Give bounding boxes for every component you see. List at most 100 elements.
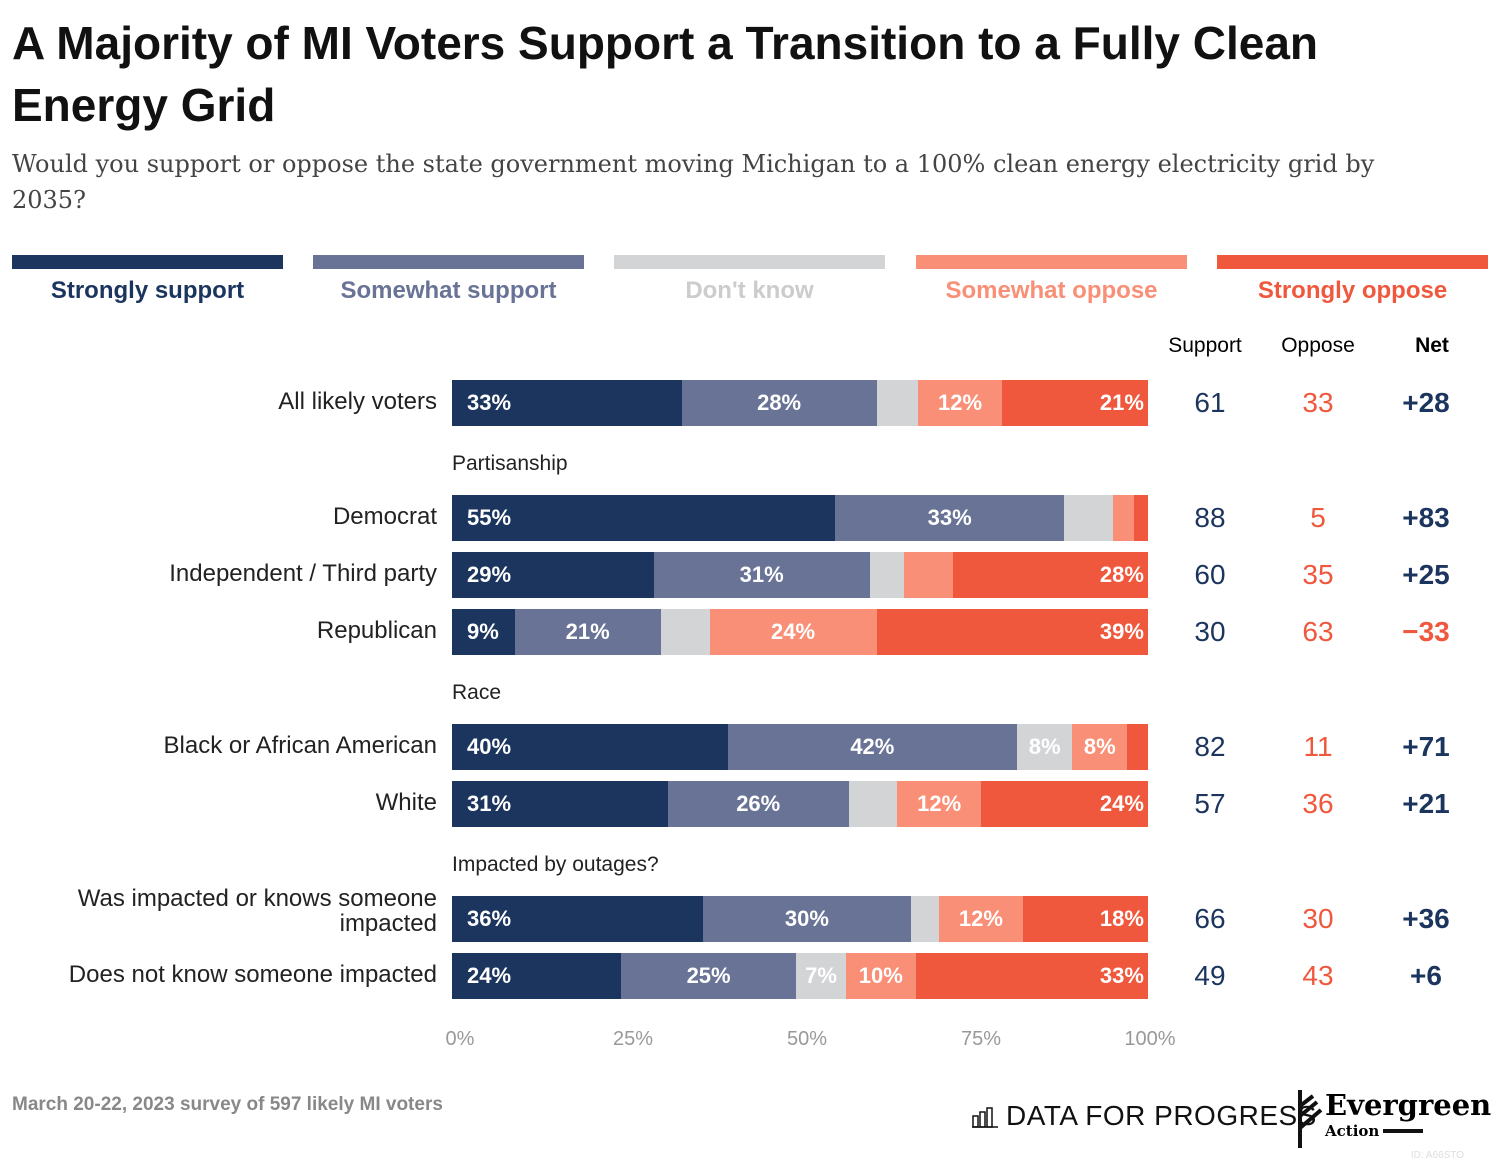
logo-text-evergreen: Evergreen — [1325, 1088, 1492, 1122]
legend-item: Don't know — [614, 255, 885, 305]
legend-swatch — [1217, 255, 1488, 269]
segment-label: 12% — [917, 791, 962, 816]
segment-label: 25% — [686, 963, 731, 988]
bar-segment-strongly-oppose — [1127, 724, 1148, 770]
segment-label: 24% — [1099, 791, 1144, 816]
stacked-bar: 40% 42% 8% 8% — [452, 724, 1148, 770]
legend-item: Strongly oppose — [1217, 255, 1488, 305]
bar-segment-strongly-oppose: 24% — [980, 781, 1148, 827]
oppose-value: 43 — [1302, 960, 1334, 991]
legend-label: Don't know — [685, 277, 814, 304]
net-value: −33 — [1402, 616, 1450, 647]
legend-swatch — [614, 255, 885, 269]
bar-segment-strongly-oppose: 33% — [915, 953, 1148, 999]
bar-segment-somewhat-oppose: 12% — [918, 380, 1002, 426]
bar-segment-strongly-support: 55% — [452, 495, 835, 541]
chart-subtitle: Would you support or oppose the state go… — [12, 150, 1375, 214]
net-value: +36 — [1402, 903, 1450, 934]
legend-label: Strongly support — [50, 277, 245, 304]
row-label: All likely voters — [278, 388, 437, 415]
segment-label: 29% — [467, 562, 512, 587]
survey-note: March 20-22, 2023 survey of 597 likely M… — [12, 1094, 443, 1115]
bar-segment-somewhat-support: 42% — [727, 724, 1018, 770]
row-label: White — [375, 789, 437, 816]
net-value: +83 — [1402, 502, 1450, 533]
bar-segment-somewhat-support: 21% — [514, 609, 661, 655]
segment-label: 36% — [467, 906, 512, 931]
stacked-bar: 33% 28% 12% 21% — [452, 380, 1148, 426]
row-label: Was impacted or knows someone impacted — [77, 885, 437, 937]
support-value: 66 — [1194, 903, 1226, 934]
bar-segment-strongly-support: 24% — [452, 953, 621, 999]
stacked-bar: 36% 30% 12% 18% — [452, 896, 1148, 942]
legend-swatch — [313, 255, 584, 269]
group-label: Partisanship — [452, 452, 568, 475]
row-label: Democrat — [332, 503, 437, 530]
net-value: +71 — [1402, 731, 1450, 762]
oppose-value: 63 — [1302, 616, 1334, 647]
bar-segment-somewhat-oppose — [904, 552, 954, 598]
segment-label: 12% — [938, 390, 983, 415]
segment-label: 39% — [1099, 619, 1144, 644]
bar-segment-strongly-oppose: 39% — [876, 609, 1148, 655]
group-label: Impacted by outages? — [452, 853, 659, 876]
support-value: 57 — [1194, 788, 1226, 819]
bar-segment-strongly-support: 33% — [452, 380, 682, 426]
row-label: Republican — [316, 617, 437, 644]
stacked-bar: 31% 26% 12% 24% — [452, 781, 1148, 827]
bar-segment-somewhat-oppose: 24% — [709, 609, 877, 655]
evergreen-action-logo: Evergreen Action — [1295, 1088, 1491, 1150]
bar-segment-somewhat-oppose: 10% — [845, 953, 916, 999]
support-value: 60 — [1194, 559, 1226, 590]
bar-segment-somewhat-oppose — [1113, 495, 1135, 541]
x-tick-label: 0% — [445, 1028, 475, 1050]
oppose-value: 30 — [1302, 903, 1334, 934]
bar-segment-strongly-oppose: 28% — [953, 552, 1148, 598]
data-for-progress-logo: DATA FOR PROGRESS — [972, 1100, 1317, 1132]
bar-segment-strongly-oppose: 21% — [1001, 380, 1148, 426]
bar-segment-strongly-oppose: 18% — [1022, 896, 1148, 942]
segment-label: 31% — [739, 562, 784, 587]
net-value: +25 — [1402, 559, 1450, 590]
legend-label: Somewhat support — [340, 277, 557, 304]
segment-label: 9% — [467, 619, 499, 644]
segment-label: 30% — [784, 906, 829, 931]
stacked-bar: 55% 33% — [452, 495, 1148, 541]
bar-segment-strongly-oppose — [1134, 495, 1148, 541]
bar-segment-somewhat-support: 33% — [834, 495, 1065, 541]
bar-segment-strongly-support: 36% — [452, 896, 703, 942]
legend-item: Somewhat oppose — [916, 255, 1187, 305]
bar-segment-don-t-know — [869, 552, 905, 598]
evergreen-tree-icon — [1298, 1090, 1323, 1148]
x-tick-label: 50% — [786, 1028, 828, 1050]
support-value: 82 — [1194, 731, 1226, 762]
net-value: +6 — [1410, 960, 1442, 991]
logo-text-action: Action — [1325, 1122, 1380, 1140]
bar-segment-don-t-know: 7% — [796, 953, 846, 999]
segment-label: 28% — [1099, 562, 1144, 587]
legend-label: Somewhat oppose — [945, 277, 1158, 304]
bar-segment-somewhat-support: 26% — [667, 781, 849, 827]
support-value: 61 — [1194, 387, 1226, 418]
legend-swatch — [12, 255, 283, 269]
segment-label: 18% — [1099, 906, 1144, 931]
column-header-support: Support — [1168, 334, 1242, 357]
bar-segment-strongly-support: 31% — [452, 781, 668, 827]
oppose-value: 33 — [1302, 387, 1334, 418]
group-label: Race — [452, 681, 502, 704]
row-label: Does not know someone impacted — [68, 961, 437, 988]
bar-segment-don-t-know — [848, 781, 898, 827]
segment-label: 33% — [927, 505, 972, 530]
stacked-bar: 9% 21% 24% 39% — [452, 609, 1148, 655]
segment-label: 21% — [565, 619, 610, 644]
oppose-value: 35 — [1302, 559, 1334, 590]
segment-label: 21% — [1099, 390, 1144, 415]
segment-label: 10% — [858, 963, 903, 988]
support-value: 49 — [1194, 960, 1226, 991]
segment-label: 24% — [770, 619, 816, 644]
oppose-value: 11 — [1303, 731, 1333, 762]
bar-segment-somewhat-support: 30% — [702, 896, 912, 942]
bar-segment-don-t-know — [660, 609, 710, 655]
segment-label: 55% — [467, 505, 512, 530]
row-label: Independent / Third party — [169, 560, 437, 587]
